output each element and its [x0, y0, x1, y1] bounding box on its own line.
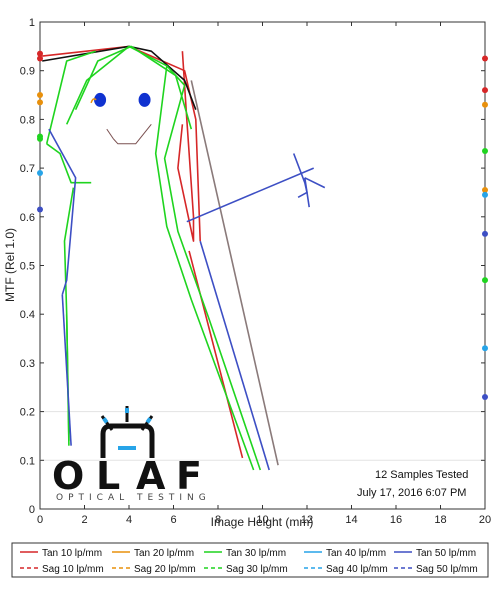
series-line-sag50 — [61, 294, 72, 446]
eye-accent — [90, 98, 97, 104]
series-line-face — [113, 123, 152, 145]
edge-markers — [37, 50, 488, 400]
legend-label: Sag 20 lp/mm — [134, 564, 196, 575]
eye-mark-1 — [138, 92, 151, 107]
logo-letter-f: F — [176, 454, 202, 498]
logo-letter-o: O — [52, 454, 84, 498]
edge-marker — [482, 277, 488, 284]
edge-marker — [37, 169, 43, 176]
legend-label: Sag 30 lp/mm — [226, 564, 288, 575]
x-tick-label: 0 — [37, 514, 43, 526]
series-line-tan50e — [304, 177, 326, 189]
y-tick-label: 0.6 — [20, 212, 35, 224]
logo-letter-l: L — [96, 454, 120, 498]
y-tick-label: 0.2 — [20, 407, 35, 419]
series-line-tan30b — [45, 50, 96, 144]
test-date-text: July 17, 2016 6:07 PM — [357, 487, 466, 499]
edge-marker — [37, 92, 43, 99]
y-tick-label: 0.4 — [20, 309, 35, 321]
y-tick-label: 0 — [29, 504, 35, 516]
edge-marker — [37, 55, 43, 62]
y-tick-label: 0.3 — [20, 358, 35, 370]
logo-letter-a: A — [136, 454, 166, 498]
edge-marker — [482, 55, 488, 62]
x-tick-label: 2 — [81, 514, 87, 526]
series-layer — [42, 45, 326, 471]
legend-label: Sag 50 lp/mm — [416, 564, 478, 575]
y-axis-label: MTF (Rel 1.0) — [3, 228, 17, 302]
olaf-logo: O L A F OPTICAL TESTING — [52, 406, 211, 503]
y-tick-label: 0.7 — [20, 163, 35, 175]
edge-marker — [482, 148, 488, 155]
axis-ticks: 0 2 4 6 8 10 12 14 16 18 20 0 0.1 0.2 0.3 0.4 0.5 0.6 0.7 0… — [20, 17, 491, 526]
eye-mark-0 — [94, 92, 107, 107]
legend-label: Sag 10 lp/mm — [42, 564, 104, 575]
edge-marker — [482, 345, 488, 352]
logo-subtitle: OPTICAL TESTING — [56, 493, 211, 503]
series-line-black — [42, 45, 197, 110]
series-line-sag30 — [74, 45, 193, 130]
legend-label: Tan 40 lp/mm — [326, 548, 386, 559]
edge-marker — [37, 135, 43, 142]
legend-label: Tan 50 lp/mm — [416, 548, 476, 559]
y-tick-label: 1 — [29, 17, 35, 29]
x-tick-label: 12 — [301, 514, 313, 526]
edge-marker — [482, 393, 488, 400]
series-line-sag30b — [163, 85, 262, 471]
edge-marker — [37, 50, 43, 57]
y-tick-label: 0.1 — [20, 455, 35, 467]
logo-icon — [100, 406, 155, 458]
y-tick-label: 0.9 — [20, 66, 35, 78]
edge-marker — [482, 187, 488, 194]
series-line-tan50 — [48, 128, 77, 295]
edge-marker — [37, 99, 43, 106]
x-tick-label: 6 — [170, 514, 176, 526]
legend: Tan 10 lp/mm Tan 20 lp/mm Tan 30 lp/mm Tan … — [11, 542, 489, 578]
x-tick-label: 16 — [390, 514, 402, 526]
series-line-tan10b — [188, 250, 244, 459]
series-line-grey — [190, 80, 279, 466]
edge-marker — [482, 230, 488, 237]
series-line-tan30d — [154, 65, 255, 471]
legend-label: Tan 10 lp/mm — [42, 548, 102, 559]
series-line-face2 — [106, 128, 114, 140]
x-tick-label: 8 — [215, 514, 221, 526]
y-tick-label: 0.5 — [20, 261, 35, 273]
x-tick-label: 18 — [434, 514, 446, 526]
series-line-sag10 — [42, 45, 201, 242]
y-tick-label: 0.8 — [20, 114, 35, 126]
edge-marker — [482, 191, 488, 198]
series-line-tan30 — [65, 45, 186, 125]
x-tick-label: 14 — [345, 514, 357, 526]
series-line-tan30c — [46, 143, 92, 184]
edge-marker — [37, 206, 43, 213]
series-line-tan50c — [186, 167, 315, 223]
grid-lines — [40, 411, 485, 461]
plot-area — [39, 21, 486, 510]
edge-marker — [482, 87, 488, 94]
edge-marker — [482, 101, 488, 108]
legend-box — [11, 542, 489, 578]
x-tick-label: 4 — [126, 514, 132, 526]
legend-label: Tan 30 lp/mm — [226, 548, 286, 559]
series-line-tan10 — [177, 51, 195, 242]
legend-label: Sag 40 lp/mm — [326, 564, 388, 575]
series-line-tan50b — [199, 240, 270, 471]
x-tick-label: 10 — [256, 514, 268, 526]
x-tick-label: 20 — [479, 514, 491, 526]
series-line-tan50f — [304, 177, 310, 208]
legend-label: Tan 20 lp/mm — [134, 548, 194, 559]
x-axis-label: Image Height (mm) — [211, 515, 314, 529]
samples-tested-text: 12 Samples Tested — [375, 469, 468, 481]
